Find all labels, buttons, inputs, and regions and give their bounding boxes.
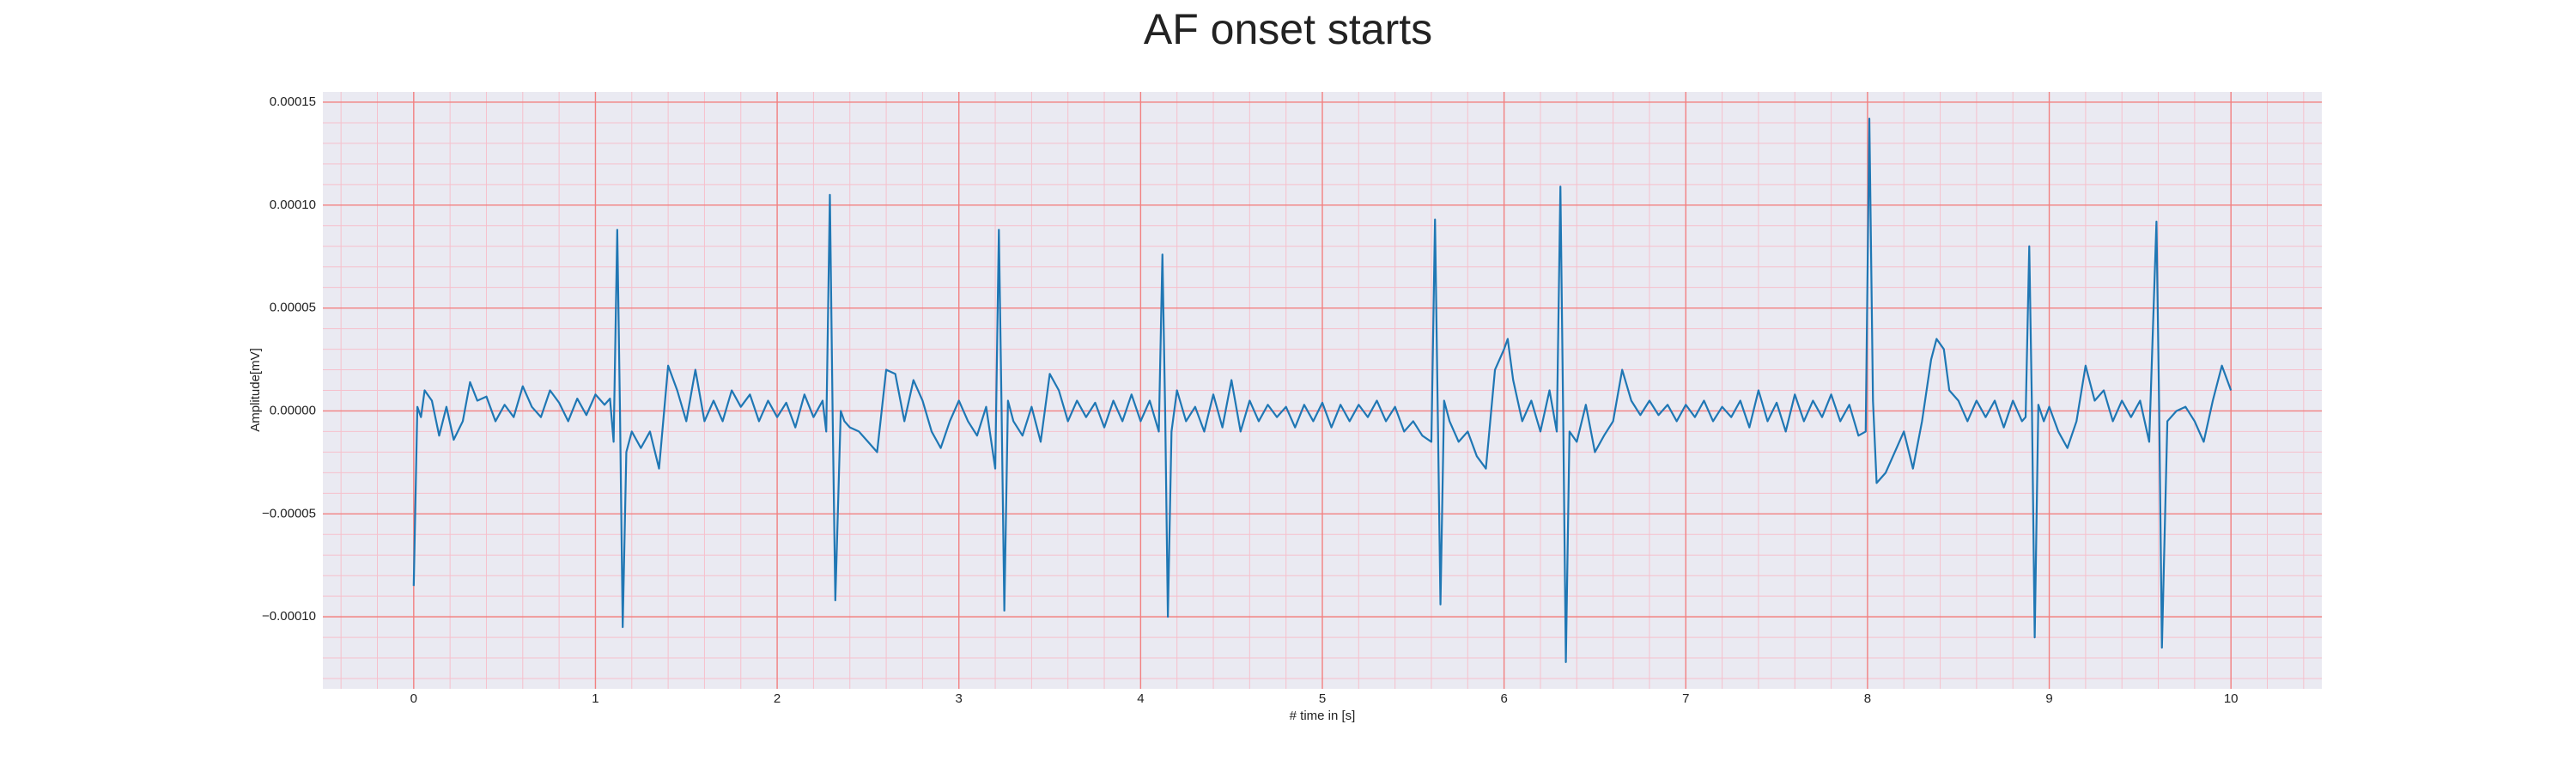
x-tick-label: 1: [592, 691, 598, 706]
y-tick-label: 0.00005: [270, 301, 316, 315]
x-axis-label: # time in [s]: [1290, 709, 1356, 723]
x-tick-label: 7: [1682, 691, 1689, 706]
y-tick-label: 0.00000: [270, 403, 316, 417]
x-tick-label: 6: [1500, 691, 1507, 706]
x-tick-label: 10: [2224, 691, 2239, 706]
signal-line: [412, 118, 2233, 663]
y-tick-label: −0.00005: [262, 506, 316, 520]
chart-title: AF onset starts: [1144, 5, 1432, 53]
x-tick-label: 4: [1137, 691, 1144, 706]
x-tick-label: 3: [956, 691, 963, 706]
y-tick-label: 0.00010: [270, 198, 316, 212]
y-axis-label: Amplitude[mV]: [248, 348, 263, 432]
y-tick-label: 0.00015: [270, 94, 316, 109]
x-tick-label: 8: [1864, 691, 1871, 706]
y-tick-label: −0.00010: [262, 609, 316, 624]
x-tick-label: 5: [1319, 691, 1326, 706]
x-tick-label: 0: [410, 691, 417, 706]
x-tick-label: 9: [2045, 691, 2052, 706]
x-tick-label: 2: [774, 691, 781, 706]
